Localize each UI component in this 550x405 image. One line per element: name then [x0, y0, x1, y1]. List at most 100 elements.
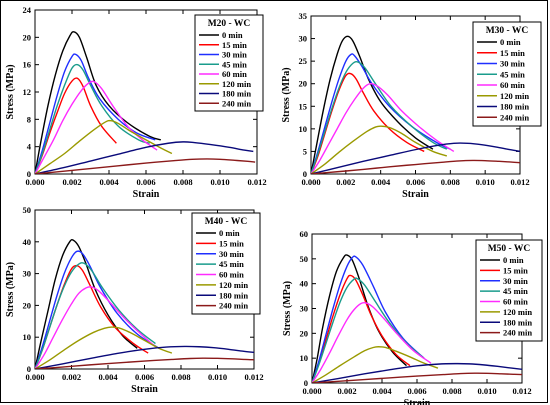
- legend-entry: 15 min: [222, 40, 247, 50]
- y-tick-label: 10: [299, 124, 308, 134]
- y-tick-label: 8: [27, 114, 31, 124]
- x-tick-label: 0.012: [510, 177, 529, 187]
- x-axis-label: Strain: [133, 189, 160, 200]
- legend-entry: 120 min: [503, 307, 532, 317]
- series-line-240-min: [312, 372, 522, 383]
- series-line-60-min: [312, 301, 432, 383]
- legend-entry: 45 min: [219, 259, 244, 269]
- legend-entry: 180 min: [500, 102, 529, 112]
- y-tick-label: 30: [300, 304, 309, 314]
- legend-entry: 15 min: [503, 265, 528, 275]
- y-tick-label: 40: [23, 237, 32, 247]
- legend-entry: 240 min: [222, 98, 251, 108]
- legend-entry: 0 min: [219, 228, 240, 238]
- legend-entry: 15 min: [500, 48, 525, 58]
- legend-entry: 30 min: [503, 276, 528, 286]
- legend-entry: 240 min: [219, 301, 248, 311]
- y-tick-label: 5: [303, 146, 307, 156]
- legend-entry: 60 min: [222, 69, 247, 79]
- series-line-45-min: [312, 277, 425, 383]
- y-axis-label: Stress (MPa): [5, 262, 16, 317]
- series-line-180-min: [35, 345, 254, 369]
- x-tick-label: 0.002: [336, 177, 355, 187]
- y-tick-label: 15: [299, 101, 308, 111]
- y-tick-label: 40: [300, 279, 309, 289]
- series-line-45-min: [35, 63, 150, 174]
- legend-entry: 180 min: [503, 317, 532, 327]
- legend-entry: 120 min: [219, 280, 248, 290]
- y-tick-label: 60: [300, 229, 309, 239]
- series-line-0-min: [312, 254, 407, 383]
- series-line-0-min: [35, 31, 162, 174]
- series-line-60-min: [35, 286, 156, 369]
- legend-title: M20 - WC: [208, 19, 251, 29]
- x-tick-label: 0.004: [98, 372, 118, 382]
- legend-entry: 45 min: [500, 69, 525, 79]
- chart-panel-1: 0.000 0.002 0.004 0.006 0.008 0.010 0.012 0 4 8 12…: [5, 5, 267, 200]
- series-line-240-min: [35, 357, 254, 369]
- legend-title: M40 - WC: [205, 217, 248, 227]
- series-line-120-min: [311, 125, 448, 174]
- x-tick-label: 0.008: [441, 177, 460, 187]
- x-tick-label: 0.010: [210, 177, 229, 187]
- legend-entry: 0 min: [500, 37, 521, 47]
- chart-panel-4: 0.000 0.002 0.004 0.006 0.008 0.010 0.012 0 10 20…: [282, 229, 543, 405]
- legend-entry: 240 min: [503, 328, 532, 338]
- y-tick-label: 30: [23, 269, 32, 279]
- legend-entry: 15 min: [219, 238, 244, 248]
- x-tick-label: 0.012: [244, 372, 263, 382]
- series-line-0-min: [311, 35, 434, 174]
- x-tick-label: 0.002: [62, 372, 81, 382]
- y-tick-label: 25: [299, 56, 308, 66]
- chart-panel-3: 0.000 0.002 0.004 0.006 0.008 0.010 0.012 0 10 20…: [5, 205, 264, 395]
- series-line-120-min: [35, 326, 173, 369]
- series-line-0-min: [35, 238, 138, 369]
- y-tick-label: 20: [23, 32, 32, 42]
- legend-entry: 180 min: [219, 290, 248, 300]
- y-tick-label: 30: [299, 34, 308, 44]
- series-group: [311, 35, 520, 174]
- x-axis-label: Strain: [402, 189, 429, 200]
- x-tick-label: 0.006: [407, 386, 426, 396]
- x-tick-label: 0.006: [135, 372, 154, 382]
- y-tick-label: 0: [304, 378, 308, 388]
- series-line-45-min: [35, 262, 156, 369]
- series-line-180-min: [311, 142, 520, 174]
- y-axis-label: Stress (MPa): [5, 64, 16, 119]
- series-group: [312, 254, 522, 383]
- x-tick-label: 0.000: [301, 177, 320, 187]
- x-tick-label: 0.010: [208, 372, 227, 382]
- series-line-30-min: [35, 250, 160, 369]
- legend-box: [194, 14, 264, 112]
- y-axis-label: Stress (MPa): [281, 67, 292, 122]
- series-line-60-min: [311, 82, 455, 174]
- legend-entry: 120 min: [500, 91, 529, 101]
- y-tick-label: 4: [27, 142, 32, 152]
- chart-panel-2: 0.000 0.002 0.004 0.006 0.008 0.010 0.012 0 5 10 1…: [281, 11, 542, 200]
- series-line-15-min: [312, 274, 411, 383]
- y-tick-label: 20: [300, 328, 309, 338]
- y-axis-label: Stress (MPa): [282, 281, 293, 336]
- x-tick-label: 0.004: [372, 386, 392, 396]
- legend-entry: 30 min: [500, 59, 525, 69]
- y-tick-label: 16: [23, 60, 32, 70]
- legend-entry: 30 min: [219, 249, 244, 259]
- series-line-240-min: [311, 159, 520, 174]
- y-tick-label: 12: [23, 87, 32, 97]
- x-tick-label: 0.004: [371, 177, 391, 187]
- x-tick-label: 0.012: [512, 386, 531, 396]
- series-line-240-min: [35, 158, 256, 174]
- y-tick-label: 0: [27, 169, 31, 179]
- legend-entry: 240 min: [500, 112, 529, 122]
- x-tick-label: 0.000: [302, 386, 321, 396]
- x-axis-label: Strain: [131, 384, 158, 395]
- x-tick-label: 0.002: [337, 386, 356, 396]
- x-tick-label: 0.012: [247, 177, 266, 187]
- series-line-45-min: [311, 60, 448, 174]
- x-tick-label: 0.010: [476, 177, 495, 187]
